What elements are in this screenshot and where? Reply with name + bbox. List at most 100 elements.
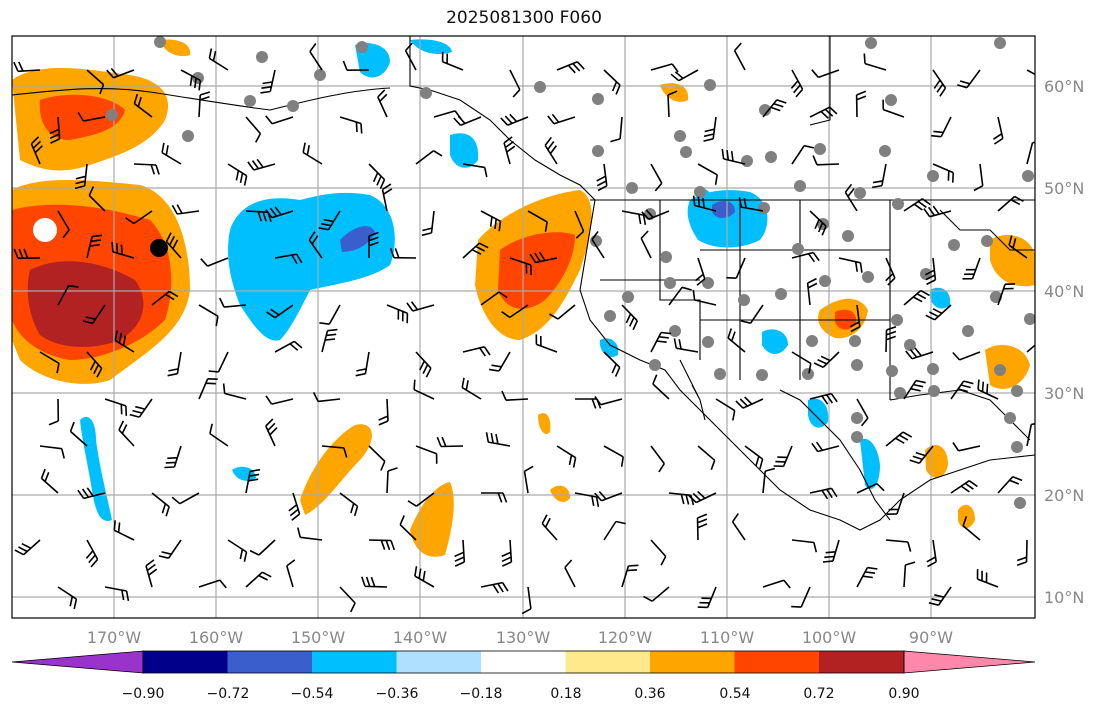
lat-label: 30°N xyxy=(1044,384,1084,403)
colorbar-segment xyxy=(396,651,482,673)
wind-barb xyxy=(413,379,435,400)
wind-barb xyxy=(321,445,348,458)
wind-barb xyxy=(838,257,863,273)
wind-barb xyxy=(885,431,913,447)
wind-barb xyxy=(368,163,386,190)
wind-barb xyxy=(339,116,363,134)
wind-barb xyxy=(389,248,417,259)
wind-barb xyxy=(378,398,389,426)
wind-barb xyxy=(161,142,182,165)
wind-barb xyxy=(288,492,301,521)
colorbar-tick-label: −0.72 xyxy=(207,686,250,702)
colorbar-tick-label: −0.90 xyxy=(122,686,165,702)
wind-barb xyxy=(180,69,202,91)
wind-barb xyxy=(1008,235,1028,259)
wind-barb xyxy=(603,445,624,467)
anomaly-positive-region xyxy=(410,482,454,557)
wind-barb xyxy=(501,304,529,319)
wind-barb xyxy=(809,392,838,405)
wind-barb xyxy=(556,61,585,74)
wind-barb xyxy=(886,492,905,515)
wind-barb xyxy=(596,163,608,192)
wind-barb xyxy=(151,492,170,517)
wind-barb xyxy=(40,468,59,494)
wind-barb xyxy=(500,113,529,126)
wind-barb xyxy=(462,346,491,357)
wind-barb xyxy=(773,445,793,468)
wind-barb xyxy=(926,539,937,568)
wind-barb xyxy=(85,539,99,568)
anomaly-negative-region xyxy=(712,200,735,218)
wind-barb xyxy=(480,291,508,306)
wind-barb xyxy=(227,539,248,562)
wind-barb xyxy=(308,231,323,259)
wind-barb xyxy=(667,90,678,118)
anomaly-positive-region xyxy=(990,235,1035,287)
wind-barb xyxy=(69,421,88,447)
wind-barb xyxy=(462,163,488,178)
wind-barb xyxy=(198,304,219,327)
lon-label: 130°W xyxy=(496,628,551,647)
wind-barb xyxy=(200,257,229,267)
wind-barb xyxy=(481,492,508,503)
wind-barb xyxy=(319,304,341,325)
wind-barb xyxy=(218,297,247,308)
wind-barb xyxy=(167,351,182,377)
wind-barb xyxy=(650,63,679,73)
wind-barb xyxy=(909,445,934,464)
wind-barb xyxy=(368,445,386,471)
wind-barb xyxy=(527,210,548,232)
wind-barb xyxy=(265,418,278,447)
wind-barb xyxy=(811,69,840,79)
wind-barb xyxy=(603,520,626,541)
wind-barb xyxy=(594,396,623,406)
wind-barb xyxy=(668,286,692,306)
wind-barb xyxy=(113,520,135,541)
wind-barb xyxy=(414,566,435,588)
wind-barb xyxy=(342,60,370,71)
wind-barb xyxy=(265,206,294,219)
wind-barb xyxy=(822,539,840,563)
wind-barb xyxy=(286,559,296,588)
wind-barb xyxy=(564,559,576,588)
colorbar-segment xyxy=(481,651,566,673)
wind-barb xyxy=(133,93,153,118)
wind-barb xyxy=(863,53,887,71)
wind-barb xyxy=(485,432,511,447)
wind-barb xyxy=(1016,539,1028,567)
wind-barb xyxy=(885,539,912,552)
wind-barb xyxy=(992,116,1004,145)
wind-barb xyxy=(265,395,294,405)
wind-barb xyxy=(49,116,61,144)
wind-barb xyxy=(603,351,621,377)
wind-barb xyxy=(856,482,885,494)
wind-barb xyxy=(171,492,200,505)
wind-barb xyxy=(591,231,605,259)
colorbar-tick-label: 0.72 xyxy=(803,686,834,702)
wind-barb xyxy=(488,351,511,372)
wind-barb xyxy=(885,325,897,353)
wind-barb xyxy=(791,586,811,608)
colorbar-tick-label: −0.36 xyxy=(376,686,419,702)
anomaly-positive-region xyxy=(160,39,191,57)
map-title: 2025081300 F060 xyxy=(446,8,602,28)
wind-barb xyxy=(245,210,272,222)
wind-barb xyxy=(361,576,388,588)
wind-barb xyxy=(260,69,276,94)
wind-barb xyxy=(529,251,558,264)
wind-barb xyxy=(86,351,103,378)
colorbar-tick-label: 0.54 xyxy=(719,686,750,702)
lat-label: 60°N xyxy=(1044,77,1084,96)
wind-barb xyxy=(151,290,179,306)
colorbar-extend-max xyxy=(903,650,1036,674)
wind-barb xyxy=(312,392,341,403)
wind-barb xyxy=(377,89,388,118)
wind-barb xyxy=(208,351,229,373)
wind-barb xyxy=(976,569,999,588)
wind-barb xyxy=(809,106,838,119)
wind-barb xyxy=(932,69,947,97)
wind-barb xyxy=(925,304,952,321)
wind-barb xyxy=(962,257,981,280)
colorbar-tick-label: 0.90 xyxy=(888,686,919,702)
